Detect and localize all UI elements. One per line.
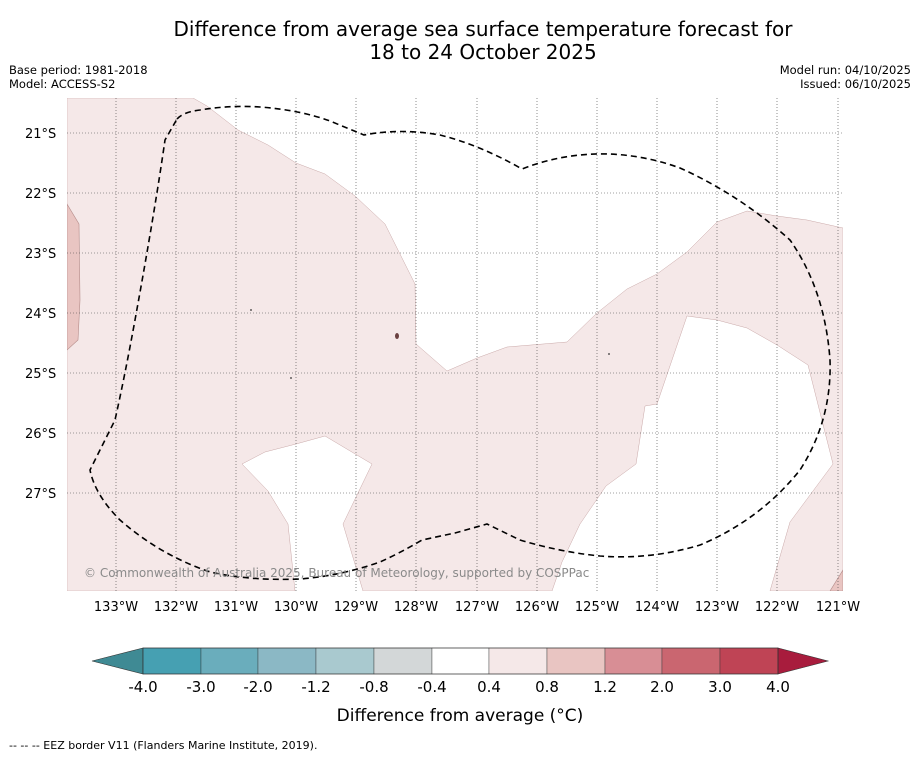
meta-right: Model run: 04/10/2025 Issued: 06/10/2025 [780, 63, 911, 91]
colorbar-bin [546, 647, 606, 675]
colorbar-tick: -4.0 [128, 678, 157, 696]
colorbar-bin [604, 647, 663, 675]
base-period: Base period: 1981-2018 [9, 63, 148, 77]
meta-left: Base period: 1981-2018 Model: ACCESS-S2 [9, 63, 148, 91]
colorbar-frame [142, 647, 779, 675]
colorbar-bin [142, 647, 202, 675]
colorbar-tick: -0.4 [417, 678, 446, 696]
lon-label: 124°W [635, 600, 679, 615]
colorbar-bins [142, 647, 779, 675]
lat-label: 22°S [25, 187, 56, 202]
colorbar: -4.0 -3.0 -2.0 -1.2 -0.8 -0.4 0.4 0.8 1.… [91, 647, 830, 726]
model-run: Model run: 04/10/2025 [779, 63, 911, 77]
colorbar-tick: -1.2 [301, 678, 330, 696]
colorbar-extend-max [777, 647, 830, 675]
colorbar-bin [200, 647, 259, 675]
lon-label: 133°W [94, 600, 138, 615]
lat-label: 27°S [25, 487, 56, 502]
colorbar-tick: -0.8 [359, 678, 388, 696]
colorbar-bin [661, 647, 721, 675]
lon-label: 123°W [695, 600, 739, 615]
colorbar-tick: 0.4 [477, 678, 501, 696]
title-line-1: Difference from average sea surface temp… [173, 17, 793, 41]
island-speck [290, 377, 292, 379]
colorbar-tick: 4.0 [766, 678, 790, 696]
lat-label: 24°S [25, 307, 56, 322]
issued-date: Issued: 06/10/2025 [800, 77, 911, 91]
island-speck [250, 309, 252, 311]
lon-label: 122°W [755, 600, 799, 615]
colorbar-bin [431, 647, 490, 675]
longitude-labels: 133°W 132°W 131°W 130°W 129°W 128°W 127°… [94, 600, 860, 615]
colorbar-bin [257, 647, 317, 675]
island-speck [395, 333, 399, 339]
colorbar-ticks: -4.0 -3.0 -2.0 -1.2 -0.8 -0.4 0.4 0.8 1.… [128, 678, 790, 696]
model-name: Model: ACCESS-S2 [9, 77, 116, 91]
lat-label: 25°S [25, 367, 56, 382]
colorbar-tick: 2.0 [650, 678, 674, 696]
anomaly-region-0.4-0.8 [67, 98, 843, 591]
colorbar-tick: 1.2 [593, 678, 617, 696]
island-speck [608, 353, 610, 355]
lon-label: 130°W [274, 600, 318, 615]
colorbar-extend-min [91, 647, 144, 675]
lat-label: 23°S [25, 247, 56, 262]
lon-label: 127°W [455, 600, 499, 615]
lon-label: 128°W [394, 600, 438, 615]
lat-label: 26°S [25, 427, 56, 442]
copyright-notice: © Commonwealth of Australia 2025, Bureau… [84, 566, 589, 580]
lon-label: 125°W [575, 600, 619, 615]
lon-label: 131°W [214, 600, 258, 615]
lon-label: 126°W [515, 600, 559, 615]
eez-footnote: -- -- -- EEZ border V11 (Flanders Marine… [9, 739, 318, 752]
anomaly-region-0.8-1.2-west [67, 203, 81, 351]
anomaly-region-0.8-1.2-southeast [829, 569, 843, 591]
map-area: © Commonwealth of Australia 2025, Bureau… [67, 98, 843, 591]
colorbar-bin [315, 647, 375, 675]
colorbar-bin [373, 647, 433, 675]
title-line-2: 18 to 24 October 2025 [369, 40, 597, 64]
colorbar-tick: -2.0 [243, 678, 272, 696]
colorbar-tick: -3.0 [186, 678, 215, 696]
lon-label: 132°W [154, 600, 198, 615]
colorbar-bin [719, 647, 779, 675]
latitude-labels: 21°S 22°S 23°S 24°S 25°S 26°S 27°S [25, 127, 56, 502]
colorbar-tick: 0.8 [535, 678, 559, 696]
gridlines [67, 98, 843, 591]
lon-label: 121°W [816, 600, 860, 615]
lat-label: 21°S [25, 127, 56, 142]
chart-title: Difference from average sea surface temp… [140, 18, 826, 64]
colorbar-bin [488, 647, 548, 675]
eez-border [89, 105, 831, 581]
colorbar-tick: 3.0 [708, 678, 732, 696]
lon-label: 129°W [334, 600, 378, 615]
colorbar-label: Difference from average (°C) [337, 706, 584, 726]
